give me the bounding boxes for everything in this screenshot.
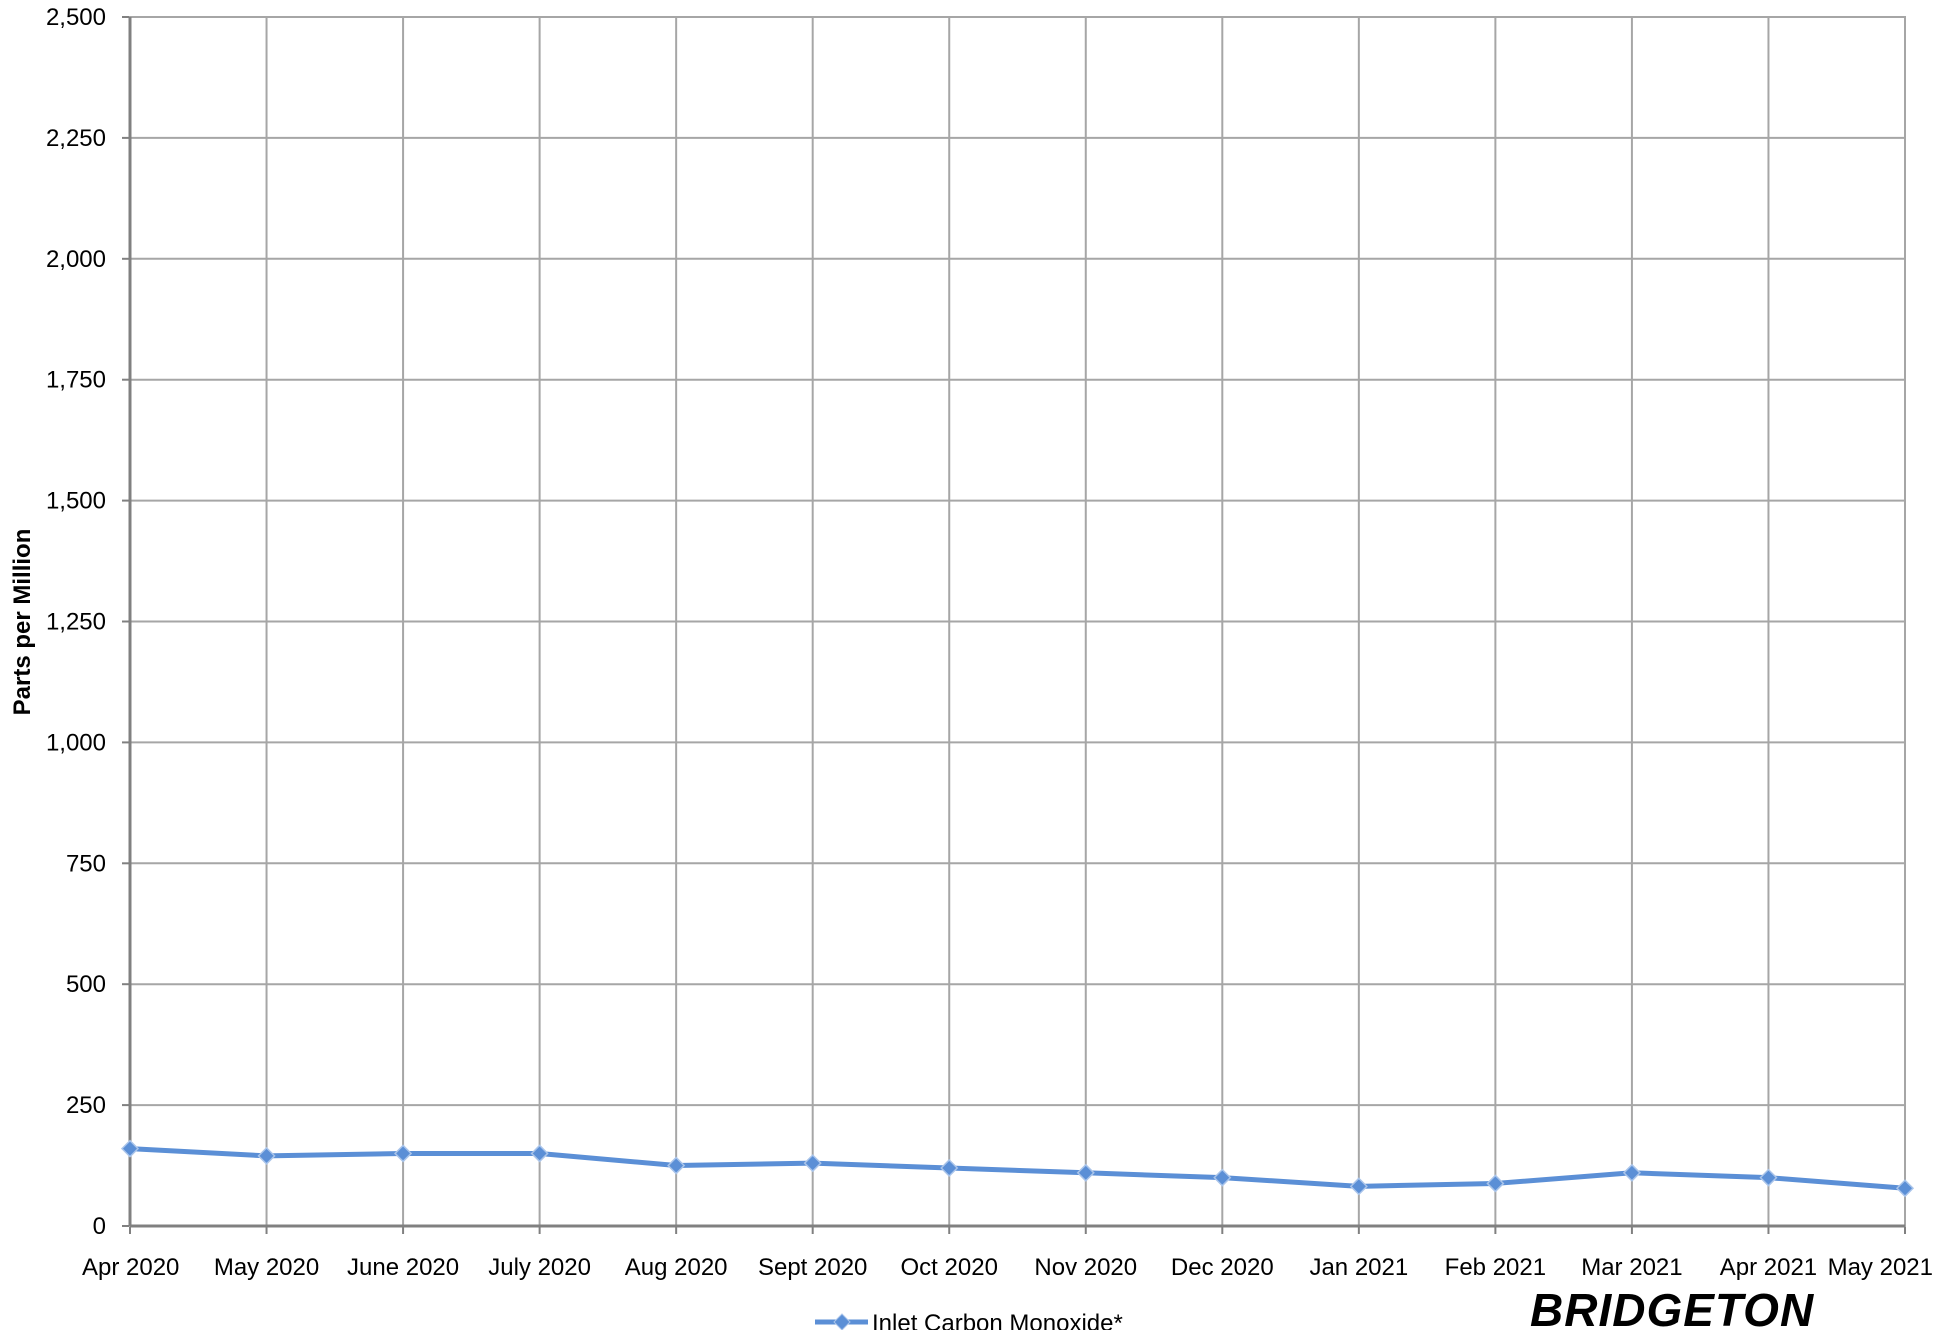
x-tick-label: Feb 2021 [1445, 1254, 1546, 1281]
x-tick-label: July 2020 [488, 1254, 591, 1281]
y-tick-labels: 0 250 500 750 1,000 1,250 1,500 1,750 2,000 2,250… [46, 4, 106, 1240]
y-axis-title: Parts per Million [9, 529, 36, 716]
y-tick-label: 750 [66, 850, 106, 877]
data-point-diamond [1486, 1174, 1505, 1193]
bridgeton-logo: BRIDGETON [1530, 1284, 1814, 1330]
x-tick-label: June 2020 [347, 1254, 459, 1281]
y-tick-label: 1,250 [46, 609, 106, 636]
x-tick-label: May 2021 [1828, 1254, 1933, 1281]
series [120, 1139, 1915, 1198]
x-tick-label: Mar 2021 [1581, 1254, 1682, 1281]
data-point-diamond [1622, 1163, 1641, 1182]
y-tick-label: 1,000 [46, 729, 106, 756]
y-tick-label: 1,500 [46, 488, 106, 515]
y-tick-label: 2,000 [46, 246, 106, 273]
data-point-diamond [120, 1139, 140, 1158]
data-point-diamond [1759, 1168, 1778, 1187]
data-point-diamond [1349, 1177, 1368, 1196]
data-point-diamond [530, 1144, 549, 1163]
data-point-diamond [1213, 1168, 1232, 1187]
y-tick-label: 0 [93, 1213, 106, 1240]
x-tick-labels: Apr 2020 May 2020 June 2020 July 2020 Aug 20… [82, 1254, 1933, 1281]
y-tick-label: 500 [66, 971, 106, 998]
y-tick-label: 1,750 [46, 367, 106, 394]
x-tick-label: Jan 2021 [1309, 1254, 1408, 1281]
y-tick-label: 250 [66, 1092, 106, 1119]
x-tick-label: Oct 2020 [901, 1254, 998, 1281]
data-point-diamond [1895, 1179, 1915, 1198]
y-tick-label: 2,500 [46, 4, 106, 31]
series-line [129, 1146, 1906, 1191]
data-point-diamond [257, 1146, 276, 1165]
y-tick-label: 2,250 [46, 125, 106, 152]
x-tick-label: Dec 2020 [1171, 1254, 1274, 1281]
x-tick-label: May 2020 [214, 1254, 319, 1281]
legend: Inlet Carbon Monoxide* [815, 1310, 1123, 1335]
x-tick-label: Sept 2020 [758, 1254, 867, 1281]
data-point-diamond [394, 1144, 413, 1163]
data-point-diamond [940, 1158, 959, 1178]
data-point-diamond [1076, 1163, 1095, 1182]
x-tick-label: Aug 2020 [625, 1254, 728, 1281]
legend-label: Inlet Carbon Monoxide* [872, 1310, 1123, 1330]
x-tick-label: Apr 2021 [1720, 1254, 1817, 1281]
legend-diamond-marker [833, 1313, 851, 1331]
axes [122, 16, 1906, 1234]
grid [130, 16, 1906, 1226]
x-tick-label: Nov 2020 [1034, 1254, 1137, 1281]
data-point-diamond [803, 1154, 822, 1173]
data-point-diamond [667, 1156, 686, 1175]
x-tick-label: Apr 2020 [82, 1254, 179, 1281]
